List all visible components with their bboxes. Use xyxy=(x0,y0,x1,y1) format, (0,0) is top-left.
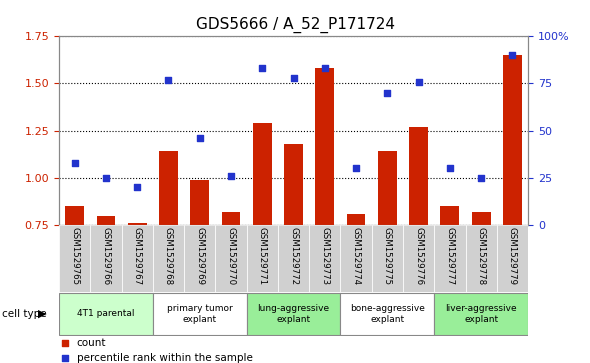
Bar xyxy=(247,225,278,292)
Text: lung-aggressive
explant: lung-aggressive explant xyxy=(257,304,330,324)
Point xyxy=(195,135,204,141)
Bar xyxy=(434,225,466,292)
Text: GSM1529770: GSM1529770 xyxy=(227,227,235,285)
Text: GSM1529779: GSM1529779 xyxy=(508,227,517,285)
Text: GSM1529771: GSM1529771 xyxy=(258,227,267,285)
Bar xyxy=(153,225,184,292)
Text: GSM1529766: GSM1529766 xyxy=(101,227,110,285)
Bar xyxy=(472,212,490,225)
Bar xyxy=(278,225,309,292)
Text: GSM1529769: GSM1529769 xyxy=(195,227,204,285)
Bar xyxy=(128,223,146,225)
Bar xyxy=(309,225,340,292)
Text: GSM1529767: GSM1529767 xyxy=(133,227,142,285)
Text: percentile rank within the sample: percentile rank within the sample xyxy=(77,353,253,363)
Text: cell type: cell type xyxy=(2,309,47,319)
Text: GSM1529776: GSM1529776 xyxy=(414,227,423,285)
Bar xyxy=(497,225,528,292)
Text: GSM1529773: GSM1529773 xyxy=(320,227,329,285)
Bar xyxy=(340,293,434,335)
Text: GSM1529765: GSM1529765 xyxy=(70,227,79,285)
Point xyxy=(60,340,70,346)
Point xyxy=(351,166,360,171)
Text: GSM1529772: GSM1529772 xyxy=(289,227,298,285)
Bar xyxy=(122,225,153,292)
Bar xyxy=(65,206,84,225)
Bar xyxy=(222,212,240,225)
Point xyxy=(320,65,329,71)
Point xyxy=(132,184,142,190)
Point xyxy=(289,75,298,81)
Bar xyxy=(59,225,90,292)
Point xyxy=(101,175,110,181)
Bar xyxy=(59,293,153,335)
Bar xyxy=(159,151,178,225)
Text: GSM1529768: GSM1529768 xyxy=(164,227,173,285)
Text: primary tumor
explant: primary tumor explant xyxy=(167,304,232,324)
Bar xyxy=(340,225,372,292)
Bar xyxy=(184,225,215,292)
Bar xyxy=(378,151,396,225)
Point xyxy=(476,175,486,181)
Text: GDS5666 / A_52_P171724: GDS5666 / A_52_P171724 xyxy=(195,16,395,33)
Point xyxy=(163,77,173,83)
Bar xyxy=(97,216,115,225)
Text: 4T1 parental: 4T1 parental xyxy=(77,310,135,318)
Text: bone-aggressive
explant: bone-aggressive explant xyxy=(350,304,425,324)
Bar xyxy=(372,225,403,292)
Point xyxy=(382,90,392,96)
Bar xyxy=(347,214,365,225)
Point xyxy=(226,173,235,179)
Bar xyxy=(503,55,522,225)
Text: GSM1529774: GSM1529774 xyxy=(352,227,360,285)
Bar xyxy=(153,293,247,335)
Point xyxy=(507,52,517,58)
Point xyxy=(445,166,454,171)
Bar xyxy=(403,225,434,292)
Point xyxy=(70,160,79,166)
Text: GSM1529777: GSM1529777 xyxy=(445,227,454,285)
Point xyxy=(60,355,70,361)
Point xyxy=(414,79,423,85)
Text: liver-aggressive
explant: liver-aggressive explant xyxy=(445,304,517,324)
Bar xyxy=(434,293,528,335)
Bar xyxy=(215,225,247,292)
Text: GSM1529775: GSM1529775 xyxy=(383,227,392,285)
Text: count: count xyxy=(77,338,106,348)
Point xyxy=(257,65,267,71)
Bar xyxy=(409,127,428,225)
Text: ▶: ▶ xyxy=(38,309,47,319)
Bar xyxy=(441,206,459,225)
Text: GSM1529778: GSM1529778 xyxy=(477,227,486,285)
Bar xyxy=(191,180,209,225)
Bar xyxy=(466,225,497,292)
Bar xyxy=(253,123,271,225)
Bar xyxy=(90,225,122,292)
Bar xyxy=(316,68,334,225)
Bar xyxy=(247,293,340,335)
Bar xyxy=(284,144,303,225)
